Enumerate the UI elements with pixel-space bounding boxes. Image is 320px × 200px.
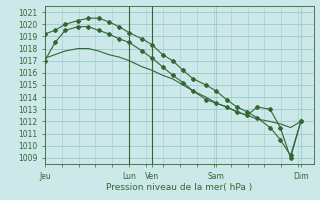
X-axis label: Pression niveau de la mer( hPa ): Pression niveau de la mer( hPa ) bbox=[106, 183, 252, 192]
